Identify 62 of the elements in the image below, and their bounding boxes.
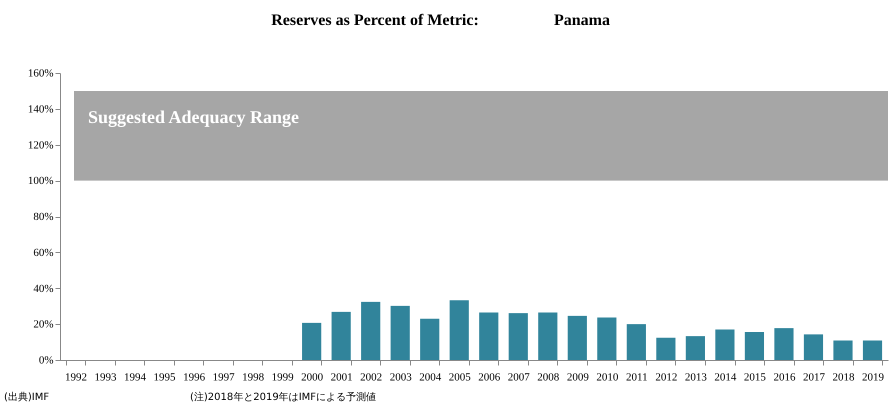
x-tick-label: 2019	[862, 372, 885, 384]
bar	[715, 330, 735, 360]
bar	[833, 340, 853, 360]
bar	[361, 302, 380, 360]
x-tick-label: 2014	[714, 372, 737, 384]
bar	[332, 312, 351, 360]
bar	[597, 317, 616, 360]
y-tick-label: 60%	[33, 246, 54, 259]
x-tick-label: 2002	[360, 372, 382, 384]
x-tick-label: 2005	[448, 372, 472, 384]
x-tick-label: 2006	[478, 372, 501, 384]
bar	[302, 322, 322, 360]
x-tick-label: 1996	[183, 372, 206, 384]
bar	[479, 312, 498, 360]
y-tick-label: 100%	[28, 175, 54, 188]
x-tick-label: 1998	[242, 372, 265, 384]
bar	[626, 324, 646, 360]
x-tick-label: 2003	[390, 372, 412, 384]
x-tick-label: 2011	[626, 372, 648, 384]
x-tick-label: 2016	[773, 372, 796, 384]
bar	[538, 312, 558, 360]
x-tick-label: 2013	[684, 372, 708, 384]
x-tick-label: 1992	[64, 372, 87, 384]
chart-title: Reserves as Percent of Metric:	[271, 12, 479, 29]
x-tick-label: 1997	[212, 372, 236, 384]
y-tick-label: 160%	[28, 68, 54, 80]
x-tick-label: 2001	[330, 372, 353, 384]
text: (注)2018年と2019年はIMFによる予測値	[190, 391, 376, 403]
text: (出典)IMF	[4, 391, 50, 403]
bar	[420, 318, 440, 360]
x-tick-label: 1993	[94, 372, 118, 384]
x-tick-label: 2009	[566, 372, 590, 384]
x-tick-label: 2015	[744, 372, 766, 384]
bar	[390, 306, 410, 360]
y-tick-label: 140%	[28, 103, 54, 116]
bar	[656, 338, 676, 360]
x-tick-label: 1999	[272, 372, 294, 384]
y-tick-label: 20%	[33, 318, 54, 331]
x-tick-label: 1995	[154, 372, 176, 384]
bar	[568, 316, 587, 360]
chart-subtitle: Panama	[554, 12, 610, 29]
bar	[804, 334, 824, 360]
x-tick-label: 2000	[301, 372, 324, 384]
y-tick-label: 120%	[28, 139, 54, 152]
x-tick-label: 2008	[537, 372, 560, 384]
y-tick-label: 0%	[38, 354, 54, 366]
x-tick-label: 2012	[655, 372, 678, 384]
bar	[686, 336, 705, 360]
band-label: Suggested Adequacy Range	[88, 106, 300, 127]
bar	[450, 300, 469, 360]
x-tick-label: 2018	[832, 372, 855, 384]
x-tick-label: 1994	[124, 372, 147, 384]
y-tick-label: 40%	[33, 282, 54, 295]
x-tick-label: 2007	[508, 372, 530, 384]
bar	[862, 340, 882, 360]
x-tick-label: 2004	[419, 372, 442, 384]
x-tick-label: 2017	[802, 372, 826, 384]
y-tick-label: 80%	[33, 211, 54, 223]
x-tick-label: 2010	[596, 372, 619, 384]
bar	[744, 332, 764, 360]
bar	[774, 328, 794, 360]
bar	[508, 313, 528, 360]
